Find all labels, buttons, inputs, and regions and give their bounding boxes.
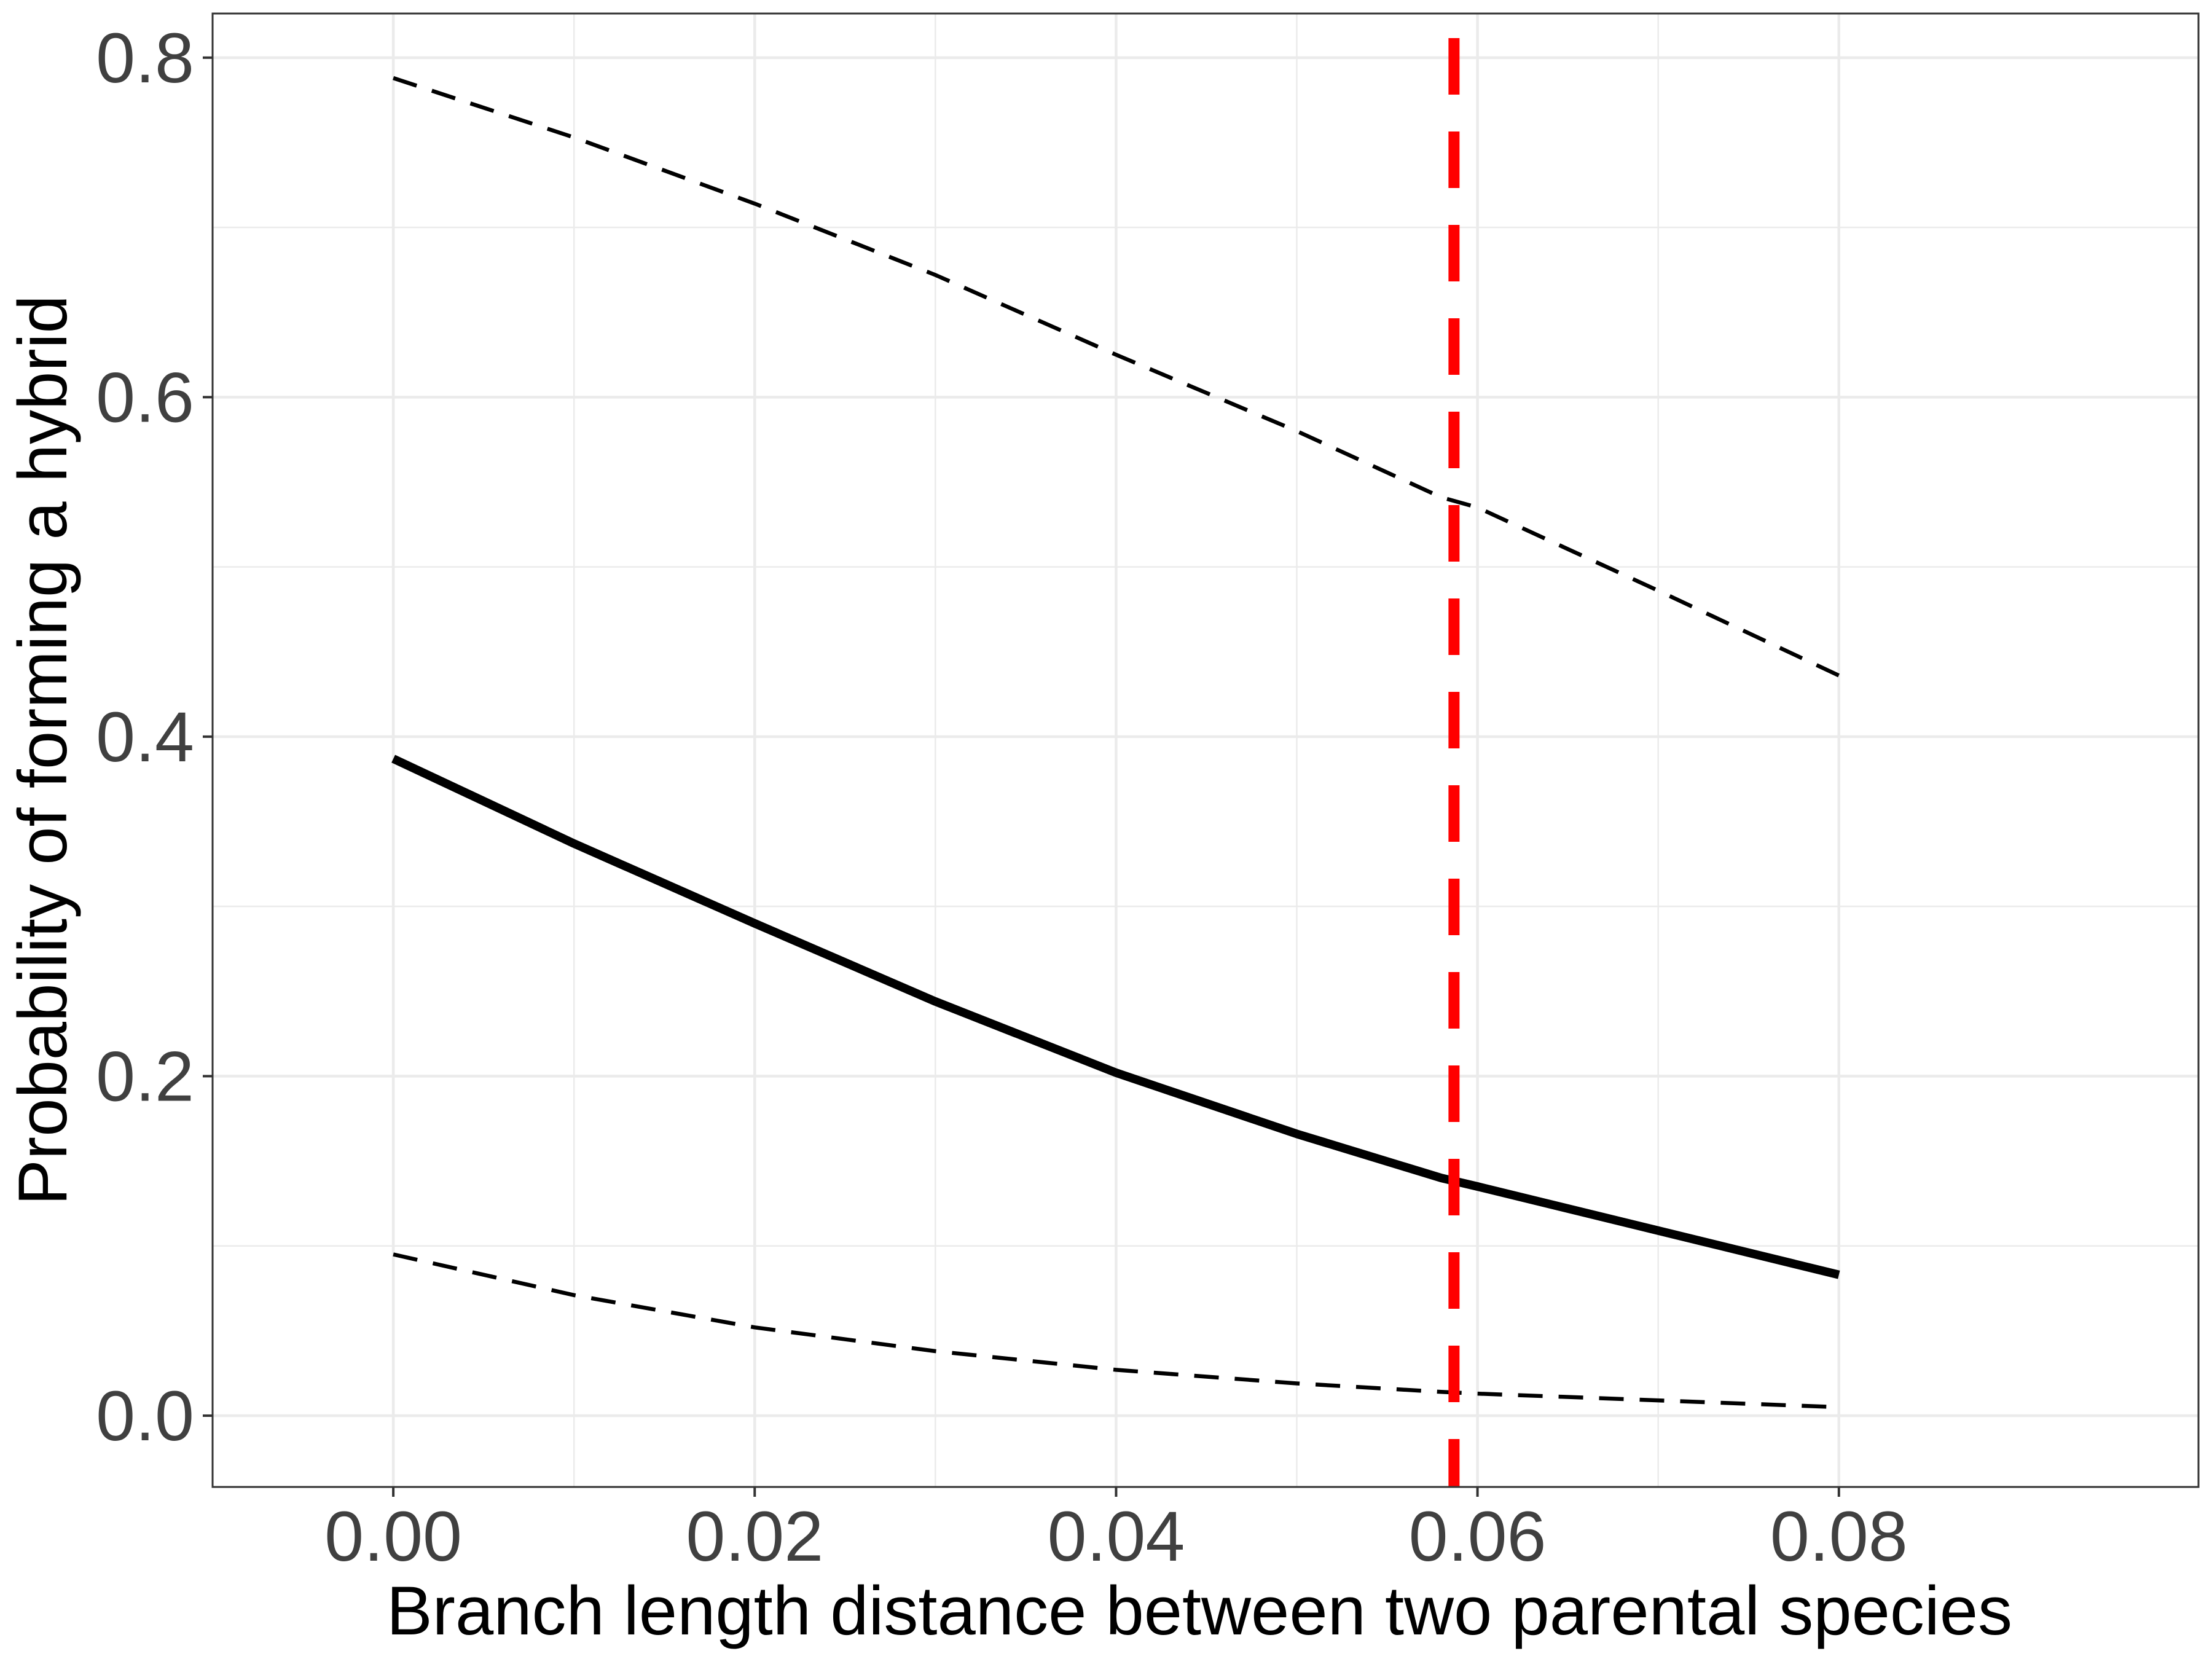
series-lower-bound-line	[393, 1252, 1839, 1410]
x-tick-label: 0.00	[324, 1497, 462, 1576]
series-estimate-line	[391, 755, 1840, 1279]
series-upper-bound-line	[393, 76, 1840, 678]
x-axis-ticks: 0.00 0.02 0.04 0.06 0.08	[324, 1487, 1908, 1576]
panel-border	[211, 12, 2200, 1488]
y-tick-label: 0.2	[96, 1037, 194, 1116]
x-tick-label: 0.08	[1770, 1497, 1908, 1576]
major-gridlines	[213, 14, 2198, 1487]
x-tick-label: 0.04	[1048, 1497, 1185, 1576]
x-tick-label: 0.06	[1409, 1497, 1547, 1576]
series-lines	[391, 76, 1840, 1410]
y-tick-label: 0.4	[96, 698, 194, 777]
y-axis-ticks: 0.0 0.2 0.4 0.6 0.8	[96, 19, 213, 1456]
y-tick-label: 0.0	[96, 1377, 194, 1456]
minor-gridlines	[213, 14, 2198, 1487]
x-tick-label: 0.02	[686, 1497, 823, 1576]
x-axis-title: Branch length distance between two paren…	[386, 1572, 2012, 1649]
y-axis-title: Probability of forming a hybrid	[4, 295, 81, 1206]
y-tick-label: 0.6	[96, 358, 194, 437]
y-tick-label: 0.8	[96, 19, 194, 98]
